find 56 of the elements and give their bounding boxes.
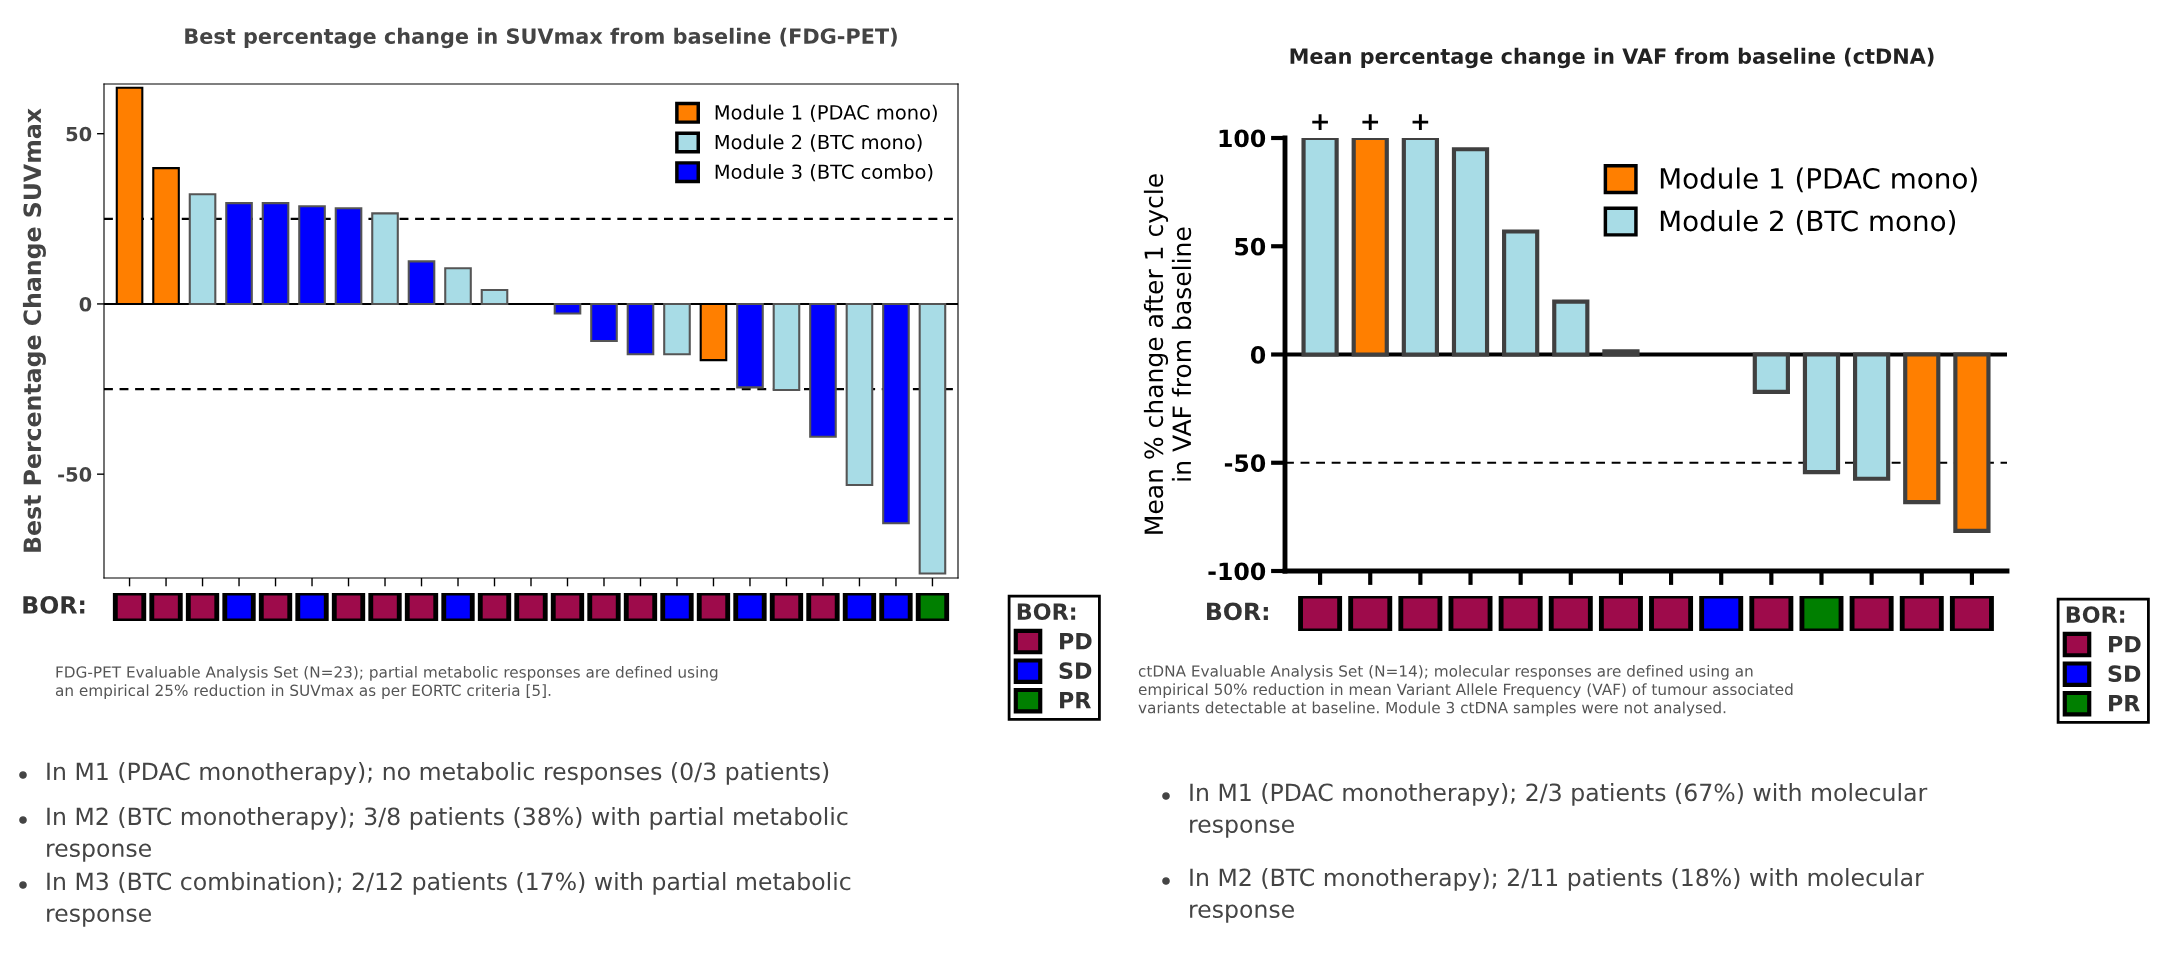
chart-title: Best percentage change in SUVmax from baseline (FDG-PET) [185, 27, 897, 49]
legend-label: PD [1060, 632, 1092, 650]
text: In M1 (PDAC monotherapy); no metabolic responses (0/3 patients) [47, 762, 829, 785]
legend-label: PR [1060, 691, 1091, 709]
legend-title: BOR: [2066, 606, 2125, 623]
legend-title: BOR: [1017, 603, 1076, 620]
bar [772, 302, 801, 392]
annotation: + [1362, 114, 1379, 131]
bar [882, 302, 910, 525]
bar [553, 302, 582, 315]
bar [663, 302, 691, 356]
bar [261, 202, 290, 305]
legend-label: Module 1 (PDAC mono) [1660, 167, 1977, 193]
bar [225, 202, 253, 305]
bar [590, 302, 618, 343]
bar [298, 205, 326, 305]
legend-label: Module 2 (BTC mono) [715, 134, 922, 152]
legend-label: Module 1 (PDAC mono) [715, 104, 937, 122]
y-axis-title: Best Percentage Change SUVmax [22, 108, 46, 552]
bar [626, 302, 655, 356]
bar [918, 302, 947, 575]
bar [845, 302, 874, 487]
legend-label: SD [1059, 662, 1092, 679]
bar [444, 267, 472, 305]
bar [736, 302, 764, 389]
text: In M2 (BTC monotherapy); 2/11 patients (18%) with molecular response [1190, 868, 1924, 923]
y-axis-title: BOR: [1207, 602, 1268, 621]
legend-label: Module 2 (BTC mono) [1660, 209, 1956, 235]
y-tick-label: -50 [1224, 454, 1266, 473]
text: In M1 (PDAC monotherapy); 2/3 patients (67%) with molecular response [1190, 783, 1928, 838]
text: In M2 (BTC monotherapy); 3/8 patients (38%) with partial metabolic response [47, 807, 848, 862]
bar [480, 288, 509, 305]
y-tick-label: 100 [1219, 129, 1266, 148]
bar [188, 193, 217, 305]
legend-label: PD [2109, 635, 2141, 653]
y-tick-label: 50 [66, 126, 92, 142]
annotation: + [1412, 114, 1429, 131]
text: FDG-PET Evaluable Analysis Set (N=23); partial metabolic responses are defined using an empirical 25% reduction in SUVmax as per EORTC criteria [5]. [55, 666, 718, 700]
y-tick-label: 0 [79, 296, 92, 312]
text: In M3 (BTC combination); 2/12 patients (17%) with partial metabolic response [47, 872, 851, 927]
bar [809, 302, 837, 438]
y-axis-title: Mean % change after 1 cycle in VAF from baseline [1143, 174, 1192, 534]
y-tick-label: 50 [1235, 237, 1266, 256]
y-axis-title: BOR: [23, 595, 85, 614]
bar [407, 260, 436, 305]
y-tick-label: 0 [1250, 345, 1266, 364]
annotation: + [1312, 114, 1328, 131]
y-tick-label: -100 [1208, 562, 1266, 581]
bar [334, 207, 363, 305]
legend-label: PR [2109, 694, 2140, 712]
legend-label: Module 3 (BTC combo) [715, 164, 933, 182]
text: ctDNA Evaluable Analysis Set (N=14); molecular responses are defined using an empirical 50% reduction in mean Variant Allele Frequency (VAF) of tumour associated variants detectable at baseline. Module 3 ctDNA samples were not analysed. [1138, 665, 1793, 717]
chart-title: Mean percentage change in VAF from baseline (ctDNA) [1290, 47, 1934, 69]
bar [371, 212, 399, 305]
y-tick-label: -50 [58, 467, 92, 482]
legend-label: SD [2108, 665, 2141, 682]
